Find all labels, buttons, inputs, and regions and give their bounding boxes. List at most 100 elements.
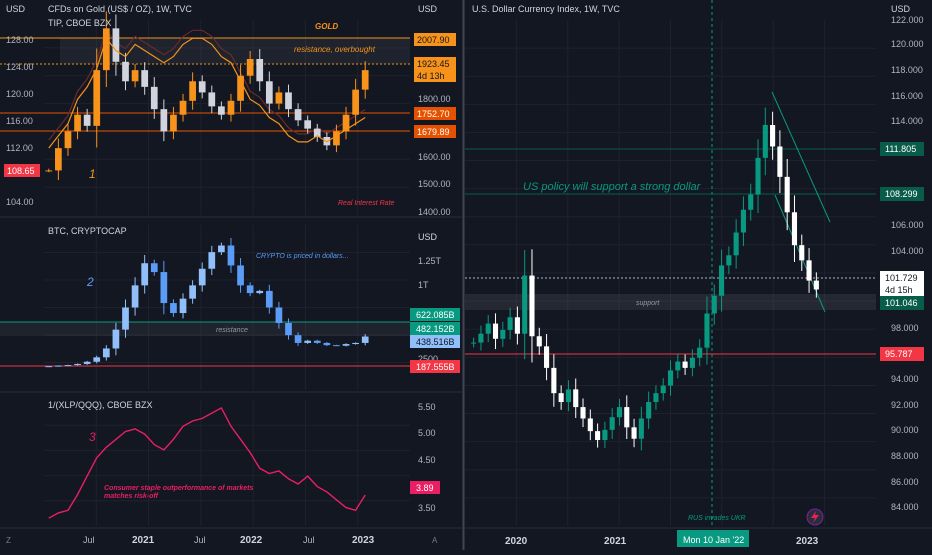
dxy-tick: 86.000 xyxy=(891,477,919,487)
dxy-badge-108: 108.299 xyxy=(885,189,918,199)
ratio-line xyxy=(48,406,366,519)
gold-right-tick: 1800.00 xyxy=(418,94,451,104)
lightning-icon[interactable] xyxy=(806,508,824,526)
btc-candle xyxy=(256,290,264,294)
gold-candle xyxy=(246,59,254,76)
dxy-candle xyxy=(536,336,542,347)
btc-badge-bg xyxy=(410,335,460,348)
corner-left[interactable]: Z xyxy=(6,536,11,545)
gold-panel: CFDs on Gold (US$ / OZ), 1W, TVC TIP, CB… xyxy=(0,4,456,217)
gold-candle xyxy=(198,81,206,93)
dxy-candle xyxy=(529,275,535,337)
gold-candle xyxy=(304,120,312,129)
consumer-staple-label: Consumer staple outperformance of market… xyxy=(104,485,253,492)
gold-candle xyxy=(352,89,359,115)
gold-candle xyxy=(55,148,62,171)
gold-left-badge: 108.65 xyxy=(7,166,35,176)
btc-grid xyxy=(44,225,410,390)
btc-header: BTC, CRYPTOCAP xyxy=(48,226,127,236)
btc-badge-482: 482.152B xyxy=(416,324,455,334)
gold-badge-1752: 1752.70 xyxy=(417,109,450,119)
dxy-candle xyxy=(806,260,812,281)
dxy-candle xyxy=(784,176,790,213)
dxy-header: U.S. Dollar Currency Index, 1W, TVC xyxy=(472,4,620,14)
dxy-candle xyxy=(616,407,623,418)
dxy-candle xyxy=(689,357,695,368)
btc-candle xyxy=(361,336,369,343)
dxy-grid xyxy=(465,20,876,526)
btc-badge-438: 438.516B xyxy=(416,337,455,347)
gold-candle xyxy=(218,106,225,115)
gold-usd-left: USD xyxy=(6,4,26,14)
dxy-candle xyxy=(740,209,746,233)
resistance-overbought-label: resistance, overbought xyxy=(294,45,376,54)
dxy-candle xyxy=(580,407,586,419)
corner-right[interactable]: A xyxy=(432,536,438,545)
dxy-tick: 92.000 xyxy=(891,400,919,410)
gold-right-tick: 1400.00 xyxy=(418,207,451,217)
dxy-candle xyxy=(602,429,608,440)
btc-candle xyxy=(150,263,158,273)
btc-badge-622: 622.085B xyxy=(416,310,455,320)
dxy-candle xyxy=(558,393,564,403)
dxy-tick: 104.000 xyxy=(891,246,924,256)
ratio-right-tick: 5.50 xyxy=(418,402,436,412)
btc-candle xyxy=(55,365,62,367)
gold-candle xyxy=(122,61,129,82)
support-zone xyxy=(465,294,876,310)
gold-right-tick: 1500.00 xyxy=(418,179,451,189)
dxy-candle xyxy=(638,418,644,439)
btc-candle xyxy=(141,263,149,286)
dxy-badge-95: 95.787 xyxy=(885,349,913,359)
dxy-tick: 98.000 xyxy=(891,323,919,333)
invasion-label: RUS invades UKR xyxy=(688,515,746,522)
btc-candle xyxy=(342,344,350,346)
gold-left-tick: 124.00 xyxy=(6,62,34,72)
dxy-usd-label: USD xyxy=(891,4,911,14)
dxy-candle xyxy=(573,389,579,408)
time-tick: Jul xyxy=(83,535,95,545)
policy-label: US policy will support a strong dollar xyxy=(523,181,702,193)
dxy-tick: 90.000 xyxy=(891,425,919,435)
gold-left-tick: 112.00 xyxy=(6,143,33,153)
dxy-tick: 122.000 xyxy=(891,15,924,25)
dxy-time-tick: 2021 xyxy=(604,536,627,547)
btc-candle xyxy=(237,265,244,286)
btc-candle xyxy=(93,357,101,362)
btc-panel: BTC, CRYPTOCAP USD CRYPTO is priced in d… xyxy=(0,226,460,373)
gold-badge-bg xyxy=(414,57,456,82)
btc-candle xyxy=(198,268,206,286)
btc-usd-right: USD xyxy=(418,232,438,242)
btc-candle xyxy=(323,342,331,346)
gold-label: GOLD xyxy=(315,22,338,31)
gold-candle xyxy=(93,70,101,126)
gold-badge-bg xyxy=(414,33,456,46)
btc-candle xyxy=(285,323,292,336)
ratio-right-tick: 3.50 xyxy=(418,503,436,513)
dxy-candle xyxy=(719,265,725,296)
time-tick: 2022 xyxy=(240,535,263,546)
dxy-candle xyxy=(697,347,703,358)
support-label: support xyxy=(636,300,660,307)
dxy-tick: 118.000 xyxy=(891,65,923,75)
btc-candle xyxy=(208,252,216,269)
trendline-upper xyxy=(771,91,831,223)
ratio-grid xyxy=(44,400,410,526)
dxy-candle xyxy=(748,194,754,210)
gold-badge-1923: 1923.45 xyxy=(417,59,450,69)
ratio-badge-bg xyxy=(410,481,440,494)
gold-candle xyxy=(313,128,321,137)
time-tick: 2021 xyxy=(132,535,155,546)
gold-candle xyxy=(265,81,273,104)
dxy-candle xyxy=(624,407,630,428)
gold-badge-bg xyxy=(414,107,456,120)
dxy-candle xyxy=(471,342,477,344)
real-interest-rate-line xyxy=(48,29,366,141)
risk-off-label: matches risk-off xyxy=(104,493,159,500)
dxy-candle xyxy=(675,361,681,371)
btc-badge-bg xyxy=(410,360,460,373)
btc-candle xyxy=(333,345,340,347)
btc-right-tick: 1.25T xyxy=(418,256,442,266)
gold-candle xyxy=(150,86,158,110)
